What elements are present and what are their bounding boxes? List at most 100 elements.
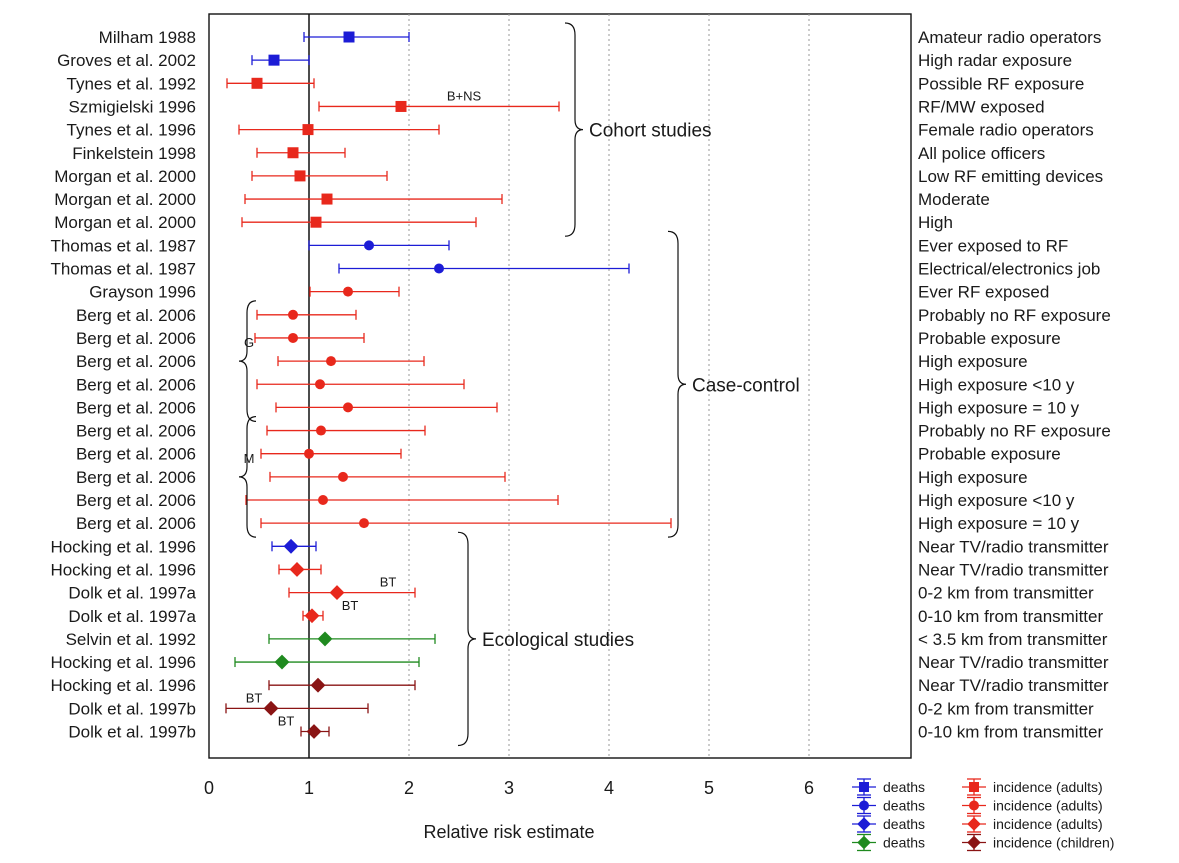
rr-point <box>310 677 326 693</box>
exposure-label: High exposure <box>918 352 1028 371</box>
study-label: Thomas et al. 1987 <box>50 260 196 279</box>
rr-point <box>283 538 299 554</box>
rr-point <box>288 309 298 320</box>
x-tick-label: 6 <box>804 778 814 798</box>
legend-marker <box>969 782 979 792</box>
legend: deaths incidence (adults) deaths incidence … <box>852 778 1114 852</box>
x-tick-label: 0 <box>204 778 214 798</box>
forest-row <box>302 608 324 624</box>
group-bracket: Cohort studies <box>564 22 712 237</box>
study-label: Berg et al. 2006 <box>76 306 196 325</box>
exposure-label: RF/MW exposed <box>918 97 1045 116</box>
legend-marker <box>859 782 869 792</box>
exposure-label: 0-2 km from transmitter <box>918 584 1094 603</box>
study-label: Morgan et al. 2000 <box>54 167 196 186</box>
exposure-label: All police officers <box>918 144 1045 163</box>
x-tick-label: 4 <box>604 778 614 798</box>
rr-point <box>310 216 322 228</box>
rr-point <box>317 631 333 647</box>
study-label: Selvin et al. 1992 <box>66 630 196 649</box>
study-label: Finkelstein 1998 <box>72 144 196 163</box>
group-bracket: M <box>238 415 257 538</box>
exposure-label: High exposure <10 y <box>918 375 1075 394</box>
annotation-label: B+NS <box>447 88 482 103</box>
rr-point <box>251 77 263 89</box>
forest-row <box>308 240 450 251</box>
exposure-label: 0-10 km from transmitter <box>918 723 1103 742</box>
study-label: Tynes et al. 1992 <box>67 74 196 93</box>
forest-row <box>277 356 425 367</box>
legend-label: deaths <box>883 835 925 851</box>
forest-row <box>225 700 369 716</box>
legend-entry: deaths incidence (adults) <box>852 815 1103 833</box>
exposure-label: Ever exposed to RF <box>918 236 1068 255</box>
study-label: Hocking et al. 1996 <box>50 537 196 556</box>
forest-row <box>278 562 322 577</box>
legend-marker <box>969 800 979 811</box>
group-bracket: Case-control <box>667 230 800 538</box>
x-tick-label: 3 <box>504 778 514 798</box>
study-label: Tynes et al. 1996 <box>67 121 196 140</box>
forest-row <box>300 724 330 739</box>
brace-right <box>564 22 584 237</box>
exposure-label: Female radio operators <box>918 121 1094 140</box>
legend-label: incidence (adults) <box>993 798 1103 814</box>
forest-row <box>266 425 426 436</box>
legend-entry: deaths incidence (adults) <box>852 796 1103 815</box>
study-label: Grayson 1996 <box>89 283 196 302</box>
forest-row <box>268 677 416 693</box>
rr-point <box>343 286 353 297</box>
forest-row <box>245 495 559 505</box>
marks-layer <box>225 31 672 739</box>
forest-row <box>288 585 416 601</box>
study-label: Dolk et al. 1997a <box>68 607 196 626</box>
annotation-label: BT <box>278 714 295 729</box>
exposure-label: Near TV/radio transmitter <box>918 537 1109 556</box>
legend-label: incidence (adults) <box>993 779 1103 795</box>
rr-point <box>304 608 320 624</box>
rr-point <box>318 495 328 505</box>
exposure-label: Ever RF exposed <box>918 283 1049 302</box>
annotation-label: BT <box>342 598 359 613</box>
forest-row <box>256 147 346 159</box>
group-label: Cohort studies <box>589 121 712 142</box>
exposure-label: Near TV/radio transmitter <box>918 676 1109 695</box>
forest-row <box>268 631 436 647</box>
rr-point <box>338 471 348 482</box>
exposure-label: 0-2 km from transmitter <box>918 699 1094 718</box>
forest-row <box>241 216 477 228</box>
rr-point <box>268 54 280 66</box>
rr-point <box>287 147 299 159</box>
rr-point <box>294 170 306 182</box>
group-bracket: G <box>238 300 257 422</box>
exposure-label: Near TV/radio transmitter <box>918 653 1109 672</box>
rr-point <box>263 700 279 716</box>
forest-row <box>244 193 503 205</box>
exposure-label: Probable exposure <box>918 445 1061 464</box>
rr-point <box>364 240 374 251</box>
exposure-label: High exposure = 10 y <box>918 514 1080 533</box>
rr-point <box>326 356 336 367</box>
study-label: Dolk et al. 1997b <box>68 699 196 718</box>
exposure-label: Low RF emitting devices <box>918 167 1103 186</box>
legend-label: deaths <box>883 798 925 814</box>
study-label: Milham 1988 <box>99 28 196 47</box>
rr-point <box>302 124 314 136</box>
labels-layer: 0 1 2 3 4 5 6 Milham 1988 Amateur radio operator… <box>50 22 1111 798</box>
rr-point <box>306 724 322 739</box>
legend-marker <box>857 835 871 850</box>
rr-point <box>304 448 314 459</box>
exposure-label: Near TV/radio transmitter <box>918 560 1109 579</box>
exposure-label: Probably no RF exposure <box>918 422 1111 441</box>
rr-point <box>329 585 345 601</box>
exposure-label: Electrical/electronics job <box>918 260 1100 279</box>
rr-point <box>359 518 369 529</box>
exposure-label: High exposure <box>918 468 1028 487</box>
annotation-label: BT <box>246 690 263 705</box>
legend-marker <box>857 817 871 831</box>
legend-label: deaths <box>883 779 925 795</box>
brace-left <box>238 415 257 538</box>
legend-entry: deaths incidence (adults) <box>852 778 1103 796</box>
x-axis-title: Relative risk estimate <box>423 822 594 842</box>
legend-entry: deaths incidence (children) <box>852 833 1114 852</box>
